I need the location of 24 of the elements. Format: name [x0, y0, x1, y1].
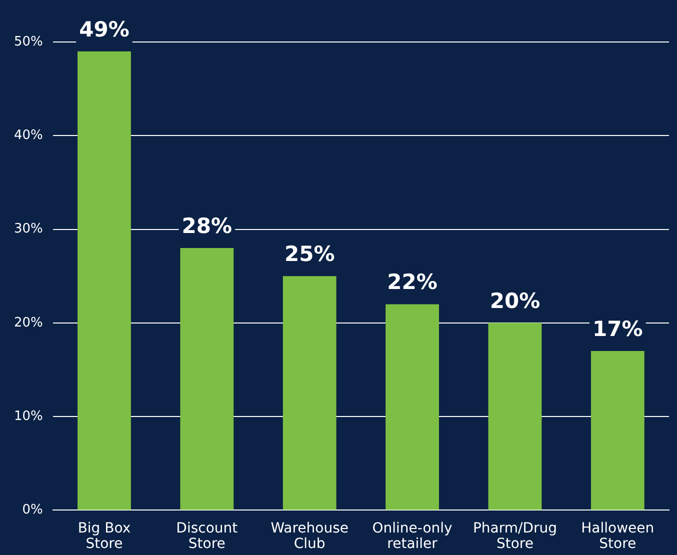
bar [488, 322, 542, 510]
x-tick-label: Discount Store [176, 520, 238, 552]
data-label: 20% [490, 288, 540, 313]
y-tick-label: 10% [14, 408, 43, 424]
bar [386, 304, 439, 510]
data-label: 22% [387, 270, 438, 294]
data-label: 17% [592, 316, 643, 341]
data-label: 28% [182, 214, 232, 238]
bar [282, 276, 336, 510]
y-tick-label: 30% [14, 222, 43, 237]
y-tick-label: 50% [14, 34, 43, 50]
data-label: 49% [79, 17, 130, 42]
x-tick-label: Big Box Store [78, 520, 131, 552]
x-tick-label: Halloween Store [581, 520, 654, 552]
data-label: 25% [284, 242, 335, 266]
y-tick-label: 0% [22, 502, 43, 518]
bar [590, 351, 644, 510]
x-tick-label: Online-only retailer [372, 520, 452, 552]
x-tick-label: Warehouse Club [270, 520, 349, 552]
x-tick-label: Pharm/Drug Store [472, 520, 558, 552]
y-tick-label: 40% [14, 128, 43, 144]
bar [78, 51, 131, 510]
bar [180, 248, 234, 510]
y-tick-label: 20% [14, 315, 43, 330]
